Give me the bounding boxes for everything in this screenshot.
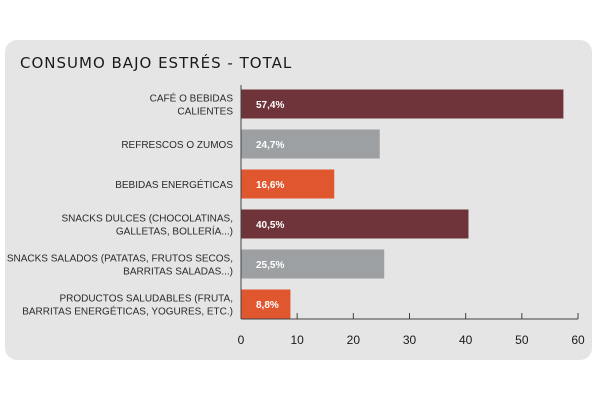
category-label: BARRITAS ENERGÉTICAS, YOGURES, ETC.) bbox=[22, 305, 233, 318]
bar bbox=[241, 289, 291, 319]
bar bbox=[241, 209, 469, 239]
bar bbox=[241, 169, 335, 199]
x-tick-label: 50 bbox=[515, 333, 529, 347]
category-label: SNACKS SALADOS (PATATAS, FRUTOS SECOS, bbox=[7, 254, 233, 265]
x-tick-label: 40 bbox=[459, 333, 473, 347]
category-label: BARRITAS SALADAS...) bbox=[123, 267, 233, 278]
chart-title: CONSUMO BAJO ESTRÉS - TOTAL bbox=[20, 54, 293, 72]
category-label: REFRESCOS O ZUMOS bbox=[121, 140, 233, 151]
bar bbox=[241, 129, 380, 159]
x-tick-label: 20 bbox=[347, 333, 361, 347]
bar bbox=[241, 249, 385, 279]
x-tick-label: 10 bbox=[290, 333, 304, 347]
category-label: SNACKS DULCES (CHOCOLATINAS, bbox=[61, 214, 233, 225]
x-tick-label: 30 bbox=[403, 333, 417, 347]
x-tick-label: 60 bbox=[571, 333, 585, 347]
category-label: CALIENTES bbox=[177, 107, 233, 118]
data-label: 24,7% bbox=[256, 140, 284, 151]
data-label: 57,4% bbox=[256, 100, 284, 111]
category-label: GALLETAS, BOLLERÍA...) bbox=[116, 225, 233, 238]
data-label: 8,8% bbox=[256, 300, 279, 311]
bar bbox=[241, 89, 564, 119]
category-label: PRODUCTOS SALUDABLES (FRUTA, bbox=[59, 294, 233, 305]
data-label: 40,5% bbox=[256, 220, 284, 231]
category-label: CAFÉ O BEBIDAS bbox=[150, 92, 234, 105]
data-label: 16,6% bbox=[256, 180, 284, 191]
x-tick-label: 0 bbox=[238, 333, 245, 347]
data-label: 25,5% bbox=[256, 260, 284, 271]
category-label: BEBIDAS ENERGÉTICAS bbox=[115, 178, 233, 191]
